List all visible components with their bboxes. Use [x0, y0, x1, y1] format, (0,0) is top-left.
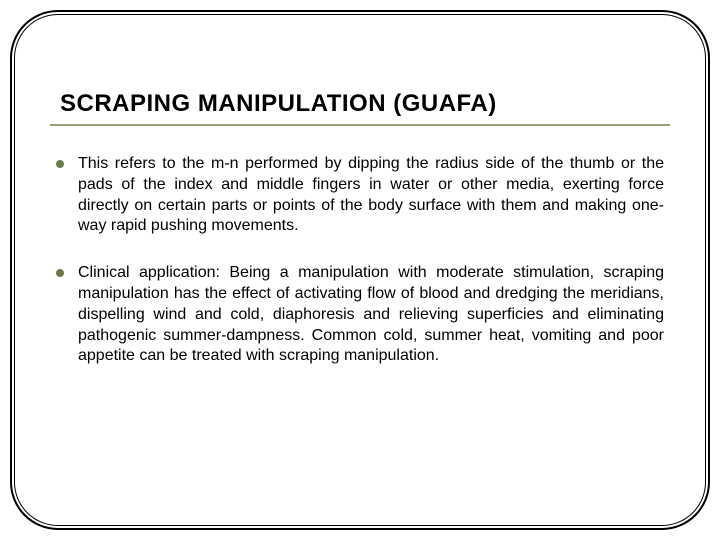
- list-item: This refers to the m-n performed by dipp…: [56, 154, 664, 237]
- bullet-list: This refers to the m-n performed by dipp…: [50, 154, 670, 367]
- bullet-icon: [56, 269, 64, 277]
- slide-title: SCRAPING MANIPULATION (GUAFA): [60, 90, 660, 118]
- bullet-text: This refers to the m-n performed by dipp…: [78, 154, 664, 237]
- bullet-icon: [56, 160, 64, 168]
- slide: SCRAPING MANIPULATION (GUAFA) This refer…: [0, 0, 720, 540]
- list-item: Clinical application: Being a manipulati…: [56, 263, 664, 367]
- title-wrap: SCRAPING MANIPULATION (GUAFA): [50, 90, 670, 126]
- bullet-text: Clinical application: Being a manipulati…: [78, 263, 664, 367]
- slide-content: SCRAPING MANIPULATION (GUAFA) This refer…: [40, 40, 680, 500]
